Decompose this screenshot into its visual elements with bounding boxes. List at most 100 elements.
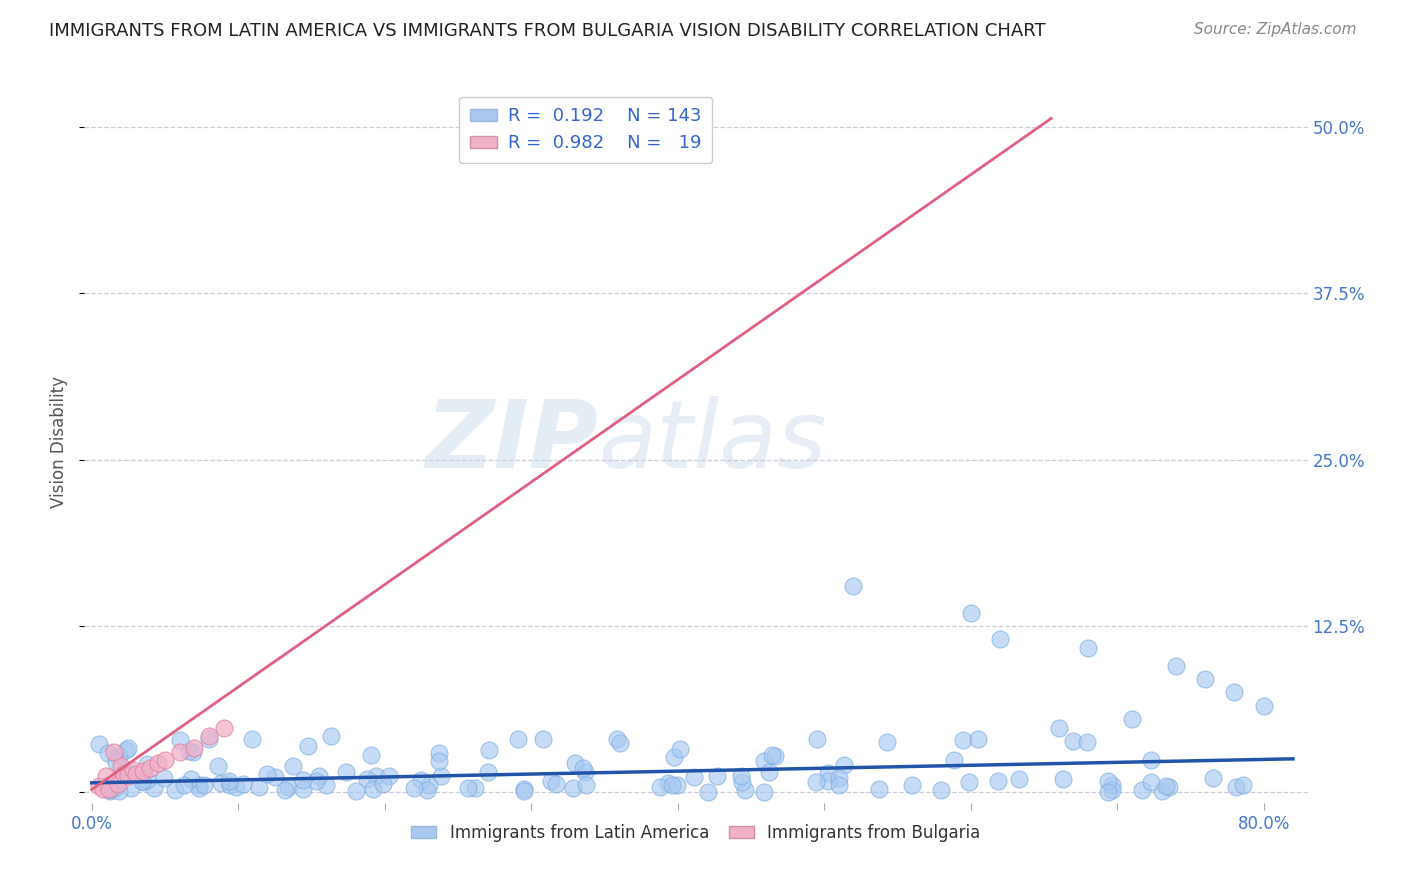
Point bbox=[218, 774, 240, 789]
Point bbox=[335, 765, 357, 780]
Point bbox=[827, 771, 849, 785]
Point bbox=[100, 783, 122, 797]
Point bbox=[1223, 685, 1246, 699]
Point bbox=[929, 783, 952, 797]
Point bbox=[828, 778, 851, 792]
Point bbox=[121, 763, 143, 777]
Point bbox=[1097, 774, 1119, 789]
Point bbox=[900, 778, 922, 792]
Point bbox=[153, 753, 176, 767]
Text: atlas: atlas bbox=[598, 396, 827, 487]
Point bbox=[575, 779, 598, 793]
Point bbox=[94, 779, 117, 793]
Point bbox=[163, 783, 186, 797]
Y-axis label: Vision Disability: Vision Disability bbox=[51, 376, 69, 508]
Text: IMMIGRANTS FROM LATIN AMERICA VS IMMIGRANTS FROM BULGARIA VISION DISABILITY CORR: IMMIGRANTS FROM LATIN AMERICA VS IMMIGRA… bbox=[49, 22, 1046, 40]
Point bbox=[418, 778, 440, 792]
Point bbox=[308, 769, 330, 783]
Point bbox=[188, 780, 211, 795]
Point bbox=[152, 772, 174, 786]
Point bbox=[110, 758, 132, 772]
Point bbox=[274, 782, 297, 797]
Point bbox=[478, 743, 501, 757]
Point bbox=[181, 745, 204, 759]
Point bbox=[146, 756, 169, 770]
Point bbox=[804, 774, 827, 789]
Point bbox=[212, 721, 235, 735]
Point bbox=[93, 782, 115, 797]
Text: Source: ZipAtlas.com: Source: ZipAtlas.com bbox=[1194, 22, 1357, 37]
Point bbox=[247, 780, 270, 794]
Point bbox=[87, 737, 110, 751]
Point bbox=[988, 632, 1011, 647]
Point bbox=[832, 757, 855, 772]
Point bbox=[1140, 753, 1163, 767]
Point bbox=[763, 749, 786, 764]
Point bbox=[606, 731, 628, 746]
Point bbox=[139, 761, 162, 775]
Point bbox=[952, 733, 974, 747]
Point bbox=[136, 757, 159, 772]
Point bbox=[371, 777, 394, 791]
Point bbox=[404, 781, 426, 796]
Point bbox=[364, 769, 387, 783]
Point bbox=[868, 781, 890, 796]
Point bbox=[103, 745, 125, 759]
Point bbox=[180, 772, 202, 786]
Point bbox=[457, 780, 479, 795]
Point bbox=[108, 749, 131, 764]
Text: ZIP: ZIP bbox=[425, 395, 598, 488]
Point bbox=[1052, 772, 1074, 786]
Point bbox=[232, 777, 254, 791]
Point bbox=[416, 783, 439, 797]
Point bbox=[1225, 780, 1247, 795]
Point bbox=[132, 764, 155, 779]
Point bbox=[758, 764, 780, 779]
Point bbox=[96, 769, 118, 783]
Point bbox=[427, 754, 450, 768]
Point bbox=[1140, 774, 1163, 789]
Point bbox=[752, 784, 775, 798]
Point bbox=[506, 731, 529, 746]
Point bbox=[219, 778, 242, 792]
Point bbox=[1253, 698, 1275, 713]
Point bbox=[207, 759, 229, 773]
Point bbox=[730, 769, 752, 783]
Point bbox=[105, 755, 128, 769]
Point bbox=[531, 731, 554, 746]
Point bbox=[209, 776, 232, 790]
Point bbox=[1232, 778, 1254, 792]
Point bbox=[669, 742, 692, 756]
Point bbox=[1154, 779, 1177, 793]
Point bbox=[817, 765, 839, 780]
Point bbox=[1121, 712, 1143, 726]
Point bbox=[959, 606, 981, 620]
Point bbox=[117, 741, 139, 756]
Point bbox=[609, 735, 631, 749]
Point bbox=[132, 775, 155, 789]
Point bbox=[225, 780, 247, 794]
Point bbox=[183, 741, 205, 756]
Point bbox=[1130, 782, 1153, 797]
Point bbox=[572, 761, 595, 775]
Point bbox=[1159, 780, 1181, 794]
Point bbox=[513, 784, 536, 798]
Point bbox=[111, 766, 134, 780]
Point bbox=[98, 782, 121, 797]
Point bbox=[315, 778, 337, 792]
Point bbox=[1008, 772, 1031, 786]
Point bbox=[360, 747, 382, 762]
Point bbox=[378, 768, 401, 782]
Point bbox=[564, 756, 586, 770]
Point bbox=[283, 759, 305, 773]
Point bbox=[562, 780, 585, 795]
Point bbox=[305, 774, 328, 789]
Point bbox=[169, 733, 191, 747]
Point bbox=[197, 731, 219, 746]
Point bbox=[967, 731, 990, 746]
Point bbox=[104, 781, 127, 796]
Point bbox=[107, 777, 129, 791]
Point bbox=[356, 772, 378, 786]
Point bbox=[321, 729, 343, 743]
Point bbox=[648, 780, 671, 794]
